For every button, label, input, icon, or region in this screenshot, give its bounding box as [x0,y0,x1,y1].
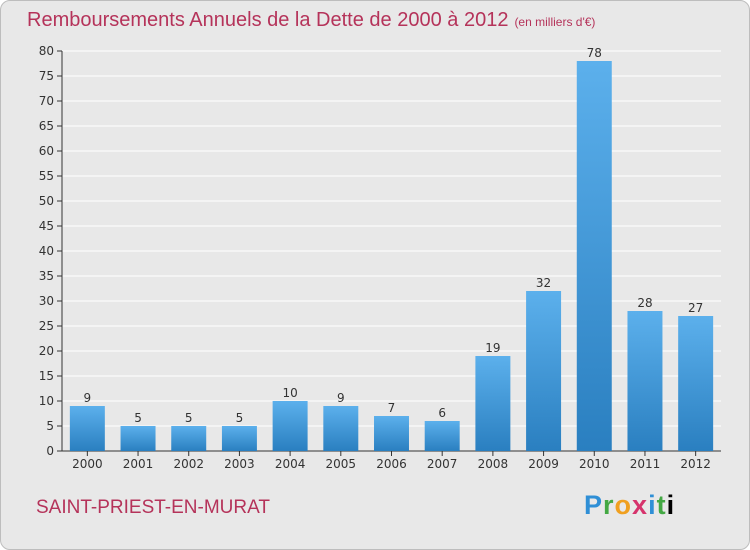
y-tick-label: 80 [39,44,54,58]
data-label-2005: 9 [337,391,345,405]
y-tick-label: 75 [39,69,54,83]
grid-lines [62,50,721,427]
bar-2008 [475,356,511,451]
y-tick-label: 70 [39,94,54,108]
x-tick-label-2011: 2011 [630,457,661,471]
bar-2007 [424,421,460,451]
y-tick-label: 45 [39,219,54,233]
bars [69,61,714,451]
bar-2009 [526,291,562,451]
bar-2010 [576,61,612,451]
x-tick-label-2001: 2001 [123,457,154,471]
y-tick-label: 65 [39,119,54,133]
x-tick-label-2006: 2006 [376,457,407,471]
x-tick-label-2008: 2008 [478,457,509,471]
x-tick-label-2005: 2005 [326,457,357,471]
chart-title-unit: (en milliers d'€) [514,15,596,29]
x-tick-label-2002: 2002 [173,457,204,471]
proxiti-logo: Proxiti [584,490,676,520]
y-tick-label: 40 [39,244,54,258]
y-tick-label: 60 [39,144,54,158]
data-label-2012: 27 [688,301,703,315]
data-label-2010: 78 [587,46,602,60]
y-tick-label: 15 [39,369,54,383]
bar-2000 [69,406,105,451]
y-tick-label: 0 [46,444,54,458]
y-tick-label: 35 [39,269,54,283]
data-label-2002: 5 [185,411,193,425]
data-label-2008: 19 [485,341,500,355]
bar-2005 [323,406,359,451]
data-label-2006: 7 [388,401,396,415]
x-tick-label-2004: 2004 [275,457,306,471]
x-tick-label-2009: 2009 [528,457,559,471]
y-tick-label: 50 [39,194,54,208]
x-tick-label-2010: 2010 [579,457,610,471]
data-label-2007: 6 [438,406,446,420]
bar-2011 [627,311,663,451]
bar-2012 [678,316,714,451]
y-tick-label: 5 [46,419,54,433]
bar-2003 [221,426,257,451]
data-labels: 9 5 5 5 10 9 7 6 19 32 78 28 27 [84,46,704,425]
y-tick-label: 30 [39,294,54,308]
bar-2002 [171,426,207,451]
x-tick-label-2012: 2012 [680,457,711,471]
location-name: SAINT-PRIEST-EN-MURAT [36,497,270,518]
data-label-2004: 10 [282,386,297,400]
y-tick-label: 10 [39,394,54,408]
data-label-2009: 32 [536,276,551,290]
x-tick-label-2003: 2003 [224,457,255,471]
y-tick-label: 25 [39,319,54,333]
x-tick-label-2000: 2000 [72,457,103,471]
x-tick-label-2007: 2007 [427,457,458,471]
chart-title: Remboursements Annuels de la Dette de 20… [27,9,595,32]
chart-title-text: Remboursements Annuels de la Dette de 20… [27,9,509,31]
bar-2001 [120,426,156,451]
data-label-2001: 5 [134,411,142,425]
bar-2004 [272,401,308,451]
bar-2006 [374,416,409,451]
data-label-2011: 28 [637,296,652,310]
y-tick-label: 55 [39,169,54,183]
data-label-2000: 9 [84,391,92,405]
y-tick-label: 20 [39,344,54,358]
data-label-2003: 5 [236,411,244,425]
